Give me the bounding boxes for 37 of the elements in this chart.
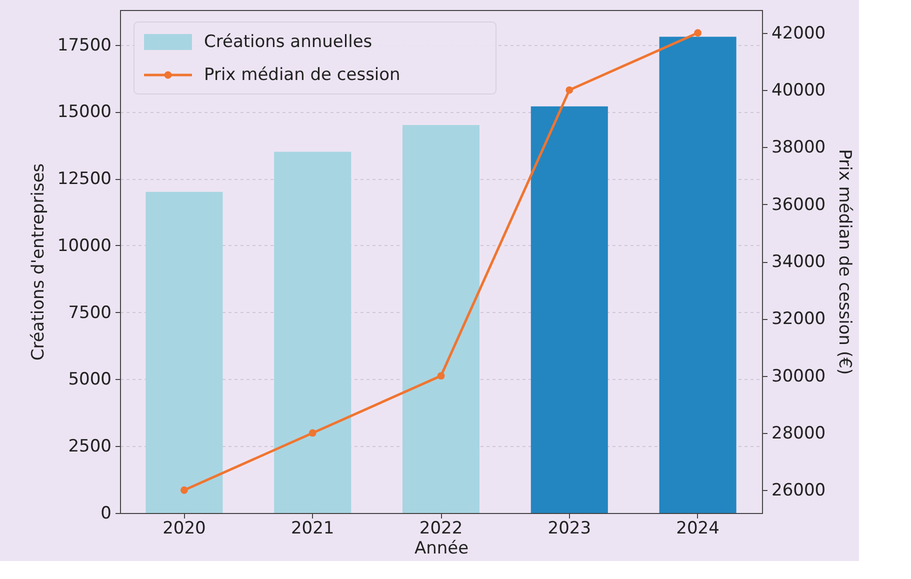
y-axis-title: Créations d'entreprises — [28, 163, 48, 361]
y2-tick-label: 38000 — [772, 138, 826, 158]
point — [308, 429, 316, 437]
y-tick-label: 5000 — [68, 370, 112, 390]
x-tick-label: 2021 — [290, 518, 334, 538]
y2-tick-label: 28000 — [772, 423, 826, 444]
y2-axis-title: Prix médian de cession (€) — [834, 149, 855, 375]
x-axis-title: Année — [414, 538, 469, 558]
x-tick-label: 2024 — [676, 518, 720, 538]
y-tick-label: 15000 — [57, 102, 112, 122]
y2-tick-label: 40000 — [772, 80, 826, 101]
x-tick-label: 2023 — [548, 518, 592, 538]
legend-label: Créations annuelles — [204, 32, 372, 52]
y-tick-label: 0 — [100, 504, 112, 524]
y-tick-label: 2500 — [68, 436, 112, 457]
point — [694, 29, 702, 37]
y2-tick-label: 36000 — [772, 194, 826, 215]
y2-tick-label: 30000 — [772, 366, 826, 386]
point — [180, 486, 188, 494]
y-tick-label: 17500 — [57, 35, 112, 56]
y2-tick-label: 42000 — [772, 23, 826, 44]
y-tick-label: 7500 — [68, 302, 112, 323]
y2-tick-label: 32000 — [772, 309, 826, 330]
legend-label: Prix médian de cession — [204, 65, 400, 85]
bar — [402, 125, 480, 513]
x-tick-label: 2022 — [419, 518, 463, 538]
y-tick-label: 12500 — [57, 169, 112, 190]
point — [437, 372, 445, 380]
y-tick-label: 10000 — [57, 236, 112, 256]
x-tick-label: 2020 — [162, 518, 206, 538]
point — [566, 86, 574, 94]
y2-tick-label: 26000 — [772, 480, 826, 501]
bar — [659, 36, 736, 513]
bar — [274, 152, 352, 513]
y2-tick-label: 34000 — [772, 252, 826, 272]
bar — [530, 106, 608, 513]
bar — [146, 192, 223, 513]
